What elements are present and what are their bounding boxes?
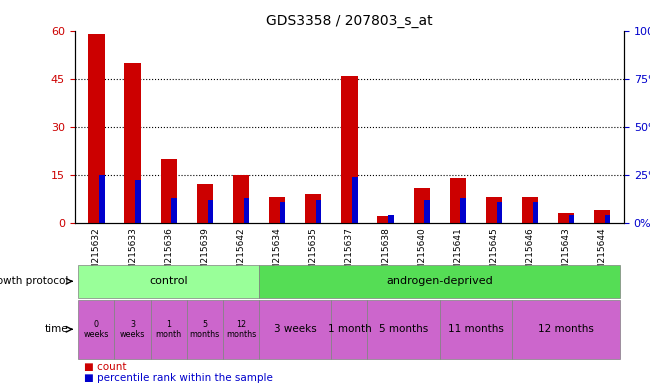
Bar — [378, 216, 394, 223]
Bar — [172, 198, 177, 223]
Bar — [88, 34, 105, 223]
Text: 0
weeks: 0 weeks — [84, 319, 109, 339]
Bar — [450, 178, 466, 223]
Bar — [207, 200, 213, 223]
Text: 5
months: 5 months — [190, 319, 220, 339]
Text: 3 weeks: 3 weeks — [274, 324, 317, 334]
Bar — [424, 200, 430, 223]
Text: 12 months: 12 months — [538, 324, 594, 334]
Text: 1 month: 1 month — [328, 324, 371, 334]
Bar — [161, 159, 177, 223]
Text: growth protocol: growth protocol — [0, 276, 68, 286]
Bar — [244, 198, 249, 223]
Bar — [460, 198, 466, 223]
Text: ■ count: ■ count — [84, 362, 127, 372]
Bar — [522, 197, 538, 223]
Bar — [388, 215, 394, 223]
Bar — [305, 194, 321, 223]
Text: 3
weeks: 3 weeks — [120, 319, 145, 339]
Bar — [135, 180, 140, 223]
Bar — [497, 202, 502, 223]
Bar — [605, 215, 610, 223]
Bar — [352, 177, 358, 223]
Bar — [341, 76, 358, 223]
Bar — [569, 215, 575, 223]
Bar — [269, 197, 285, 223]
Bar — [233, 175, 249, 223]
Bar — [124, 63, 140, 223]
Text: ■ percentile rank within the sample: ■ percentile rank within the sample — [84, 373, 274, 383]
Text: androgen-deprived: androgen-deprived — [386, 276, 493, 286]
Bar — [280, 202, 285, 223]
Text: 1
month: 1 month — [155, 319, 182, 339]
Bar — [316, 200, 321, 223]
Bar — [197, 184, 213, 223]
Bar — [533, 202, 538, 223]
Text: 12
months: 12 months — [226, 319, 256, 339]
Title: GDS3358 / 207803_s_at: GDS3358 / 207803_s_at — [266, 14, 433, 28]
Text: 5 months: 5 months — [379, 324, 428, 334]
Text: control: control — [150, 276, 188, 286]
Text: 11 months: 11 months — [448, 324, 504, 334]
Bar — [558, 213, 575, 223]
Bar — [413, 187, 430, 223]
Bar — [594, 210, 610, 223]
Text: time: time — [45, 324, 68, 334]
Bar — [99, 175, 105, 223]
Bar — [486, 197, 502, 223]
